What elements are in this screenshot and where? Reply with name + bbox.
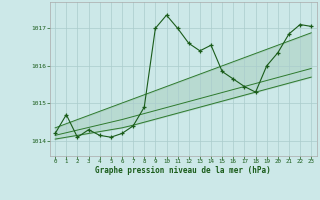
- X-axis label: Graphe pression niveau de la mer (hPa): Graphe pression niveau de la mer (hPa): [95, 166, 271, 175]
